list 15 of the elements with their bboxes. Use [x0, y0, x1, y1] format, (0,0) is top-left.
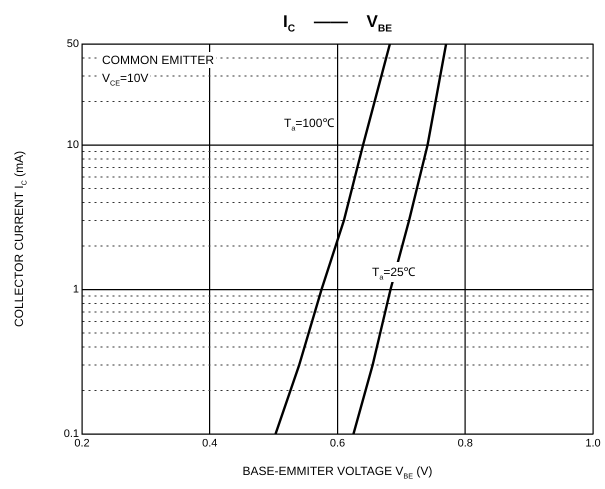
- x-tick-label: 0.6: [330, 438, 346, 450]
- y-tick-label: 50: [66, 38, 79, 50]
- x-tick-label: 0.2: [74, 438, 90, 450]
- x-tick-label: 1.0: [585, 438, 601, 450]
- annotation: T$_{a}$=25℃: [370, 262, 418, 282]
- annotation: COMMON EMITTER: [100, 52, 216, 68]
- x-axis-title: BASE-EMMITER VOLTAGE V$_{BE}$ (V): [242, 464, 432, 480]
- annotation: T$_{a}$=100℃: [282, 113, 336, 134]
- x-tick-label: 0.4: [202, 438, 218, 450]
- chart-title: I$_{C}$ —— V$_{BE}$: [283, 12, 392, 34]
- y-tick-label: 1: [72, 284, 79, 296]
- y-tick-label: 10: [66, 139, 79, 152]
- x-tick-label: 0.8: [458, 438, 473, 450]
- annotation: V$_{CE}$=10V: [100, 70, 150, 88]
- y-tick-label: 0.1: [64, 428, 79, 440]
